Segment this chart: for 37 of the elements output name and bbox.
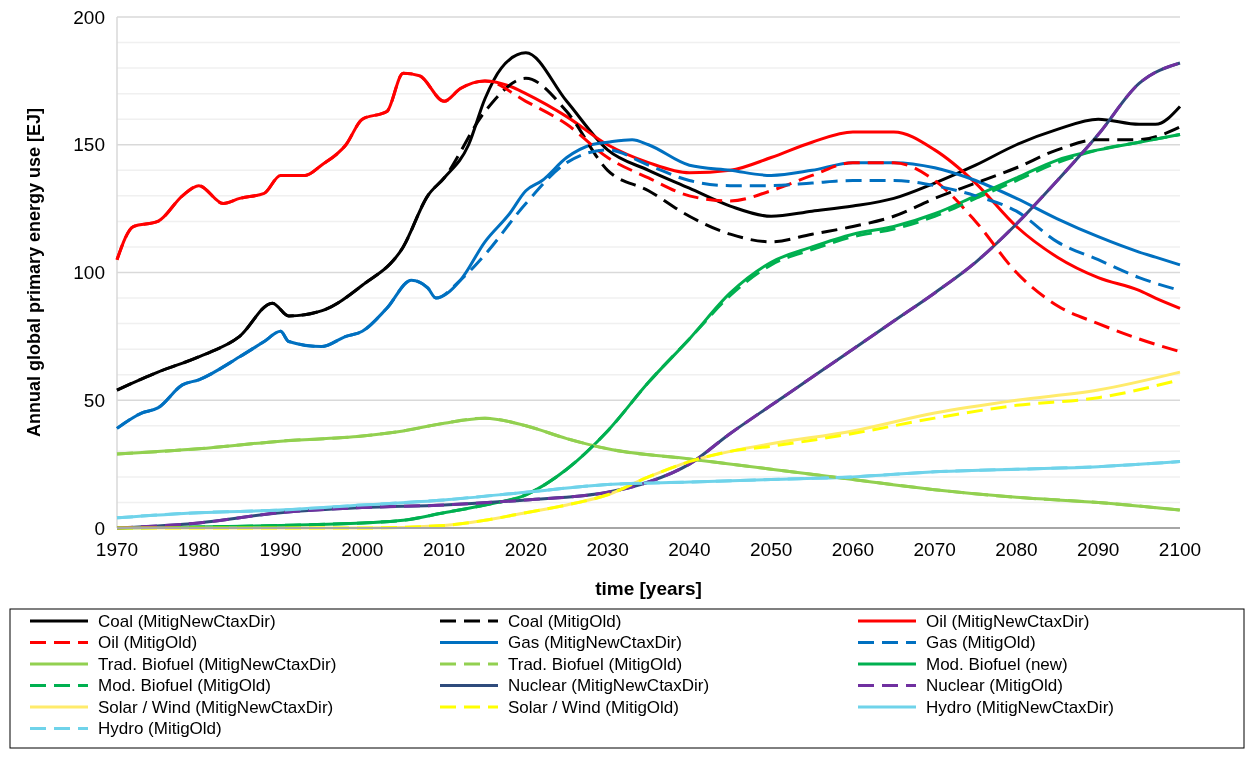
x-tick-label: 2000 <box>341 539 384 560</box>
legend-label: Solar / Wind (MitigNewCtaxDir) <box>98 697 334 717</box>
x-tick-label: 1970 <box>95 539 139 560</box>
x-axis-title: time [years] <box>595 578 702 599</box>
x-tick-label: 2100 <box>1158 539 1202 560</box>
x-tick-label: 2020 <box>504 539 547 560</box>
x-tick-label: 2080 <box>995 539 1038 560</box>
legend-label: Nuclear (MitigOld) <box>926 676 1063 696</box>
y-tick-label: 0 <box>94 517 105 539</box>
legend-label: Coal (MitigOld) <box>508 611 622 631</box>
legend-label: Trad. Biofuel (MitigNewCtaxDir) <box>98 654 337 674</box>
legend-label: Hydro (MitigOld) <box>98 719 222 739</box>
x-tick-label: 2070 <box>913 539 956 560</box>
legend-label: Oil (MitigOld) <box>98 633 198 653</box>
y-tick-label: 150 <box>73 134 105 156</box>
x-tick-label: 2090 <box>1077 539 1120 560</box>
y-axis-title: Annual global primary energy use [EJ] <box>24 107 44 438</box>
legend-label: Coal (MitigNewCtaxDir) <box>98 611 276 631</box>
legend-label: Trad. Biofuel (MitigOld) <box>508 654 683 674</box>
legend-label: Gas (MitigNewCtaxDir) <box>508 633 682 653</box>
x-tick-label: 1980 <box>177 539 220 560</box>
y-tick-label: 50 <box>83 389 105 411</box>
y-tick-label: 200 <box>73 6 105 28</box>
legend-label: Hydro (MitigNewCtaxDir) <box>926 697 1114 717</box>
legend-label: Nuclear (MitigNewCtaxDir) <box>508 676 710 696</box>
x-tick-label: 2040 <box>668 539 711 560</box>
x-tick-label: 2030 <box>586 539 629 560</box>
legend-label: Mod. Biofuel (new) <box>926 654 1068 674</box>
x-tick-label: 1990 <box>259 539 302 560</box>
legend-label: Solar / Wind (MitigOld) <box>508 697 679 717</box>
legend-label: Oil (MitigNewCtaxDir) <box>926 611 1090 631</box>
legend-label: Gas (MitigOld) <box>926 633 1036 653</box>
x-tick-label: 2010 <box>422 539 466 560</box>
x-tick-label: 2050 <box>750 539 793 560</box>
y-tick-label: 100 <box>73 262 105 284</box>
x-tick-label: 2060 <box>831 539 875 560</box>
legend-label: Mod. Biofuel (MitigOld) <box>98 676 271 696</box>
